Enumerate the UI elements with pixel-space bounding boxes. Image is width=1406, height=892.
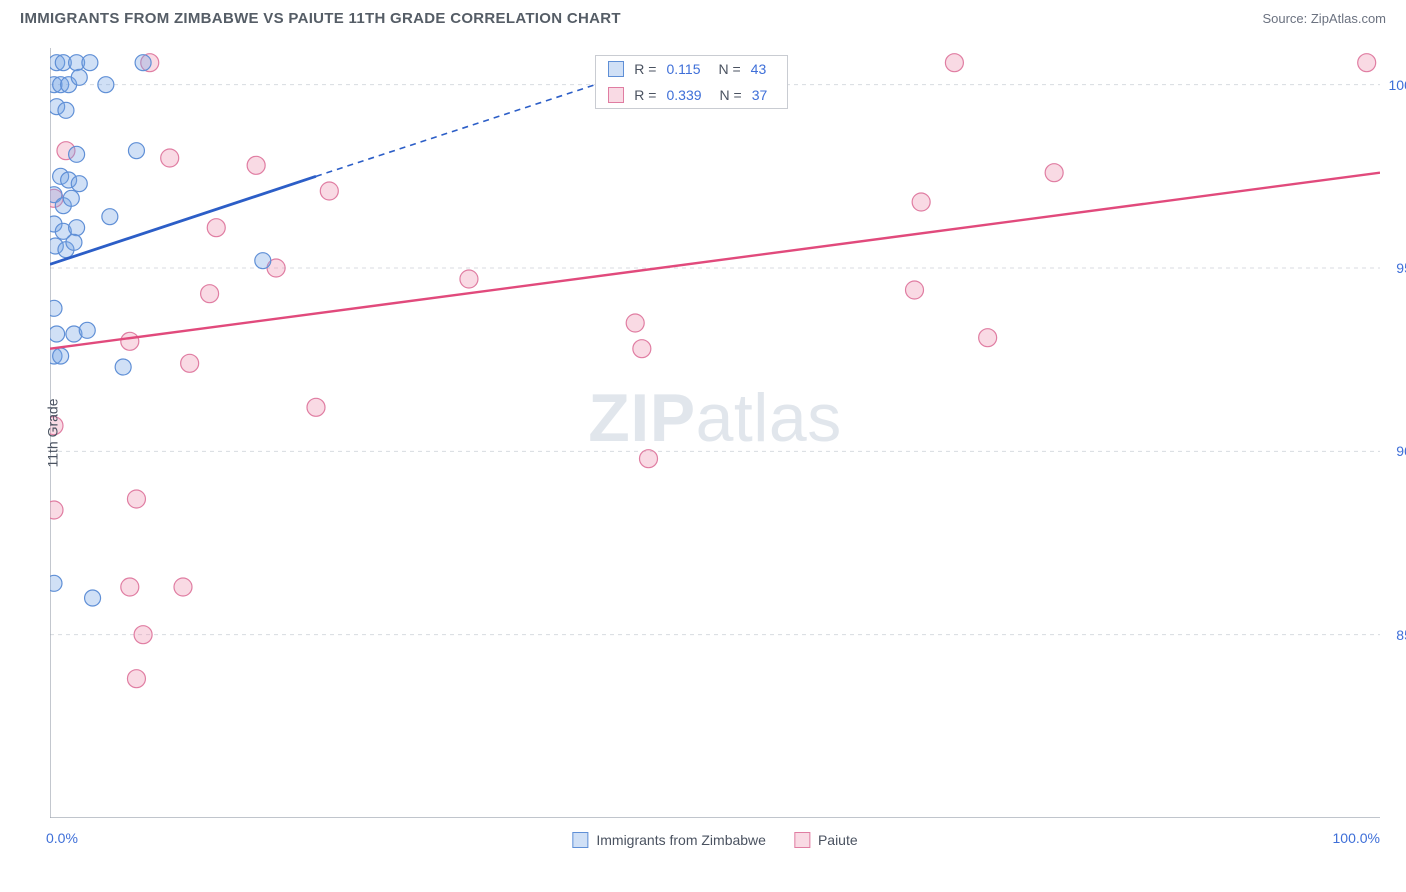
data-point bbox=[50, 326, 65, 342]
data-point bbox=[979, 329, 997, 347]
stats-r-label: R = bbox=[634, 87, 656, 103]
chart-title: IMMIGRANTS FROM ZIMBABWE VS PAIUTE 11TH … bbox=[20, 10, 621, 27]
data-point bbox=[50, 300, 62, 316]
data-point bbox=[58, 102, 74, 118]
data-point bbox=[63, 190, 79, 206]
y-axis-tick-label: 100.0% bbox=[1389, 77, 1406, 93]
data-point bbox=[207, 219, 225, 237]
legend-item: Immigrants from Zimbabwe bbox=[572, 832, 766, 848]
data-point bbox=[945, 54, 963, 72]
data-point bbox=[98, 77, 114, 93]
stats-r-label: R = bbox=[634, 61, 656, 77]
correlation-stats-box: R = 0.115 N = 43 R = 0.339 N = 37 bbox=[595, 55, 788, 109]
data-point bbox=[127, 490, 145, 508]
data-point bbox=[174, 578, 192, 596]
chart-area: ZIPatlas 11th Grade 0.0% 100.0% 85.0%90.… bbox=[50, 48, 1380, 818]
data-point bbox=[128, 143, 144, 159]
data-point bbox=[320, 182, 338, 200]
data-point bbox=[121, 332, 139, 350]
trend-line-zimbabwe bbox=[50, 176, 316, 264]
data-point bbox=[69, 146, 85, 162]
stats-n-label: N = bbox=[720, 87, 742, 103]
data-point bbox=[307, 398, 325, 416]
data-point bbox=[201, 285, 219, 303]
data-point bbox=[79, 322, 95, 338]
legend-swatch bbox=[572, 832, 588, 848]
stats-row: R = 0.115 N = 43 bbox=[596, 56, 787, 82]
data-point bbox=[85, 590, 101, 606]
data-point bbox=[1045, 164, 1063, 182]
data-point bbox=[82, 55, 98, 71]
data-point bbox=[460, 270, 478, 288]
data-point bbox=[135, 55, 151, 71]
trend-line-zimbabwe-dash bbox=[316, 85, 595, 177]
data-point bbox=[127, 670, 145, 688]
x-axis-tick-max: 100.0% bbox=[1333, 830, 1380, 846]
stats-row: R = 0.339 N = 37 bbox=[596, 82, 787, 108]
data-point bbox=[912, 193, 930, 211]
legend-swatch bbox=[608, 87, 624, 103]
data-point bbox=[71, 69, 87, 85]
stats-n-label: N = bbox=[718, 61, 740, 77]
data-point bbox=[66, 234, 82, 250]
data-point bbox=[53, 348, 69, 364]
y-axis-tick-label: 85.0% bbox=[1396, 627, 1406, 643]
y-axis-label: 11th Grade bbox=[45, 398, 61, 467]
legend-label: Paiute bbox=[818, 832, 858, 848]
data-point bbox=[115, 359, 131, 375]
data-point bbox=[255, 253, 271, 269]
stats-n-value: 37 bbox=[752, 87, 768, 103]
data-point bbox=[247, 156, 265, 174]
data-point bbox=[69, 220, 85, 236]
data-point bbox=[181, 354, 199, 372]
data-point bbox=[906, 281, 924, 299]
stats-r-value: 0.339 bbox=[666, 87, 701, 103]
data-point bbox=[121, 578, 139, 596]
data-point bbox=[50, 501, 63, 519]
legend: Immigrants from Zimbabwe Paiute bbox=[572, 832, 857, 848]
legend-swatch bbox=[608, 61, 624, 77]
data-point bbox=[633, 340, 651, 358]
legend-item: Paiute bbox=[794, 832, 858, 848]
y-axis-tick-label: 90.0% bbox=[1396, 443, 1406, 459]
data-point bbox=[102, 209, 118, 225]
legend-label: Immigrants from Zimbabwe bbox=[596, 832, 766, 848]
x-axis-tick-min: 0.0% bbox=[46, 830, 78, 846]
source-attribution: Source: ZipAtlas.com bbox=[1262, 11, 1386, 26]
data-point bbox=[161, 149, 179, 167]
legend-swatch bbox=[794, 832, 810, 848]
scatter-plot bbox=[50, 48, 1380, 818]
data-point bbox=[626, 314, 644, 332]
stats-n-value: 43 bbox=[751, 61, 767, 77]
data-point bbox=[640, 450, 658, 468]
data-point bbox=[50, 575, 62, 591]
data-point bbox=[1358, 54, 1376, 72]
data-point bbox=[134, 626, 152, 644]
y-axis-tick-label: 95.0% bbox=[1396, 260, 1406, 276]
stats-r-value: 0.115 bbox=[666, 61, 700, 77]
data-point bbox=[71, 176, 87, 192]
